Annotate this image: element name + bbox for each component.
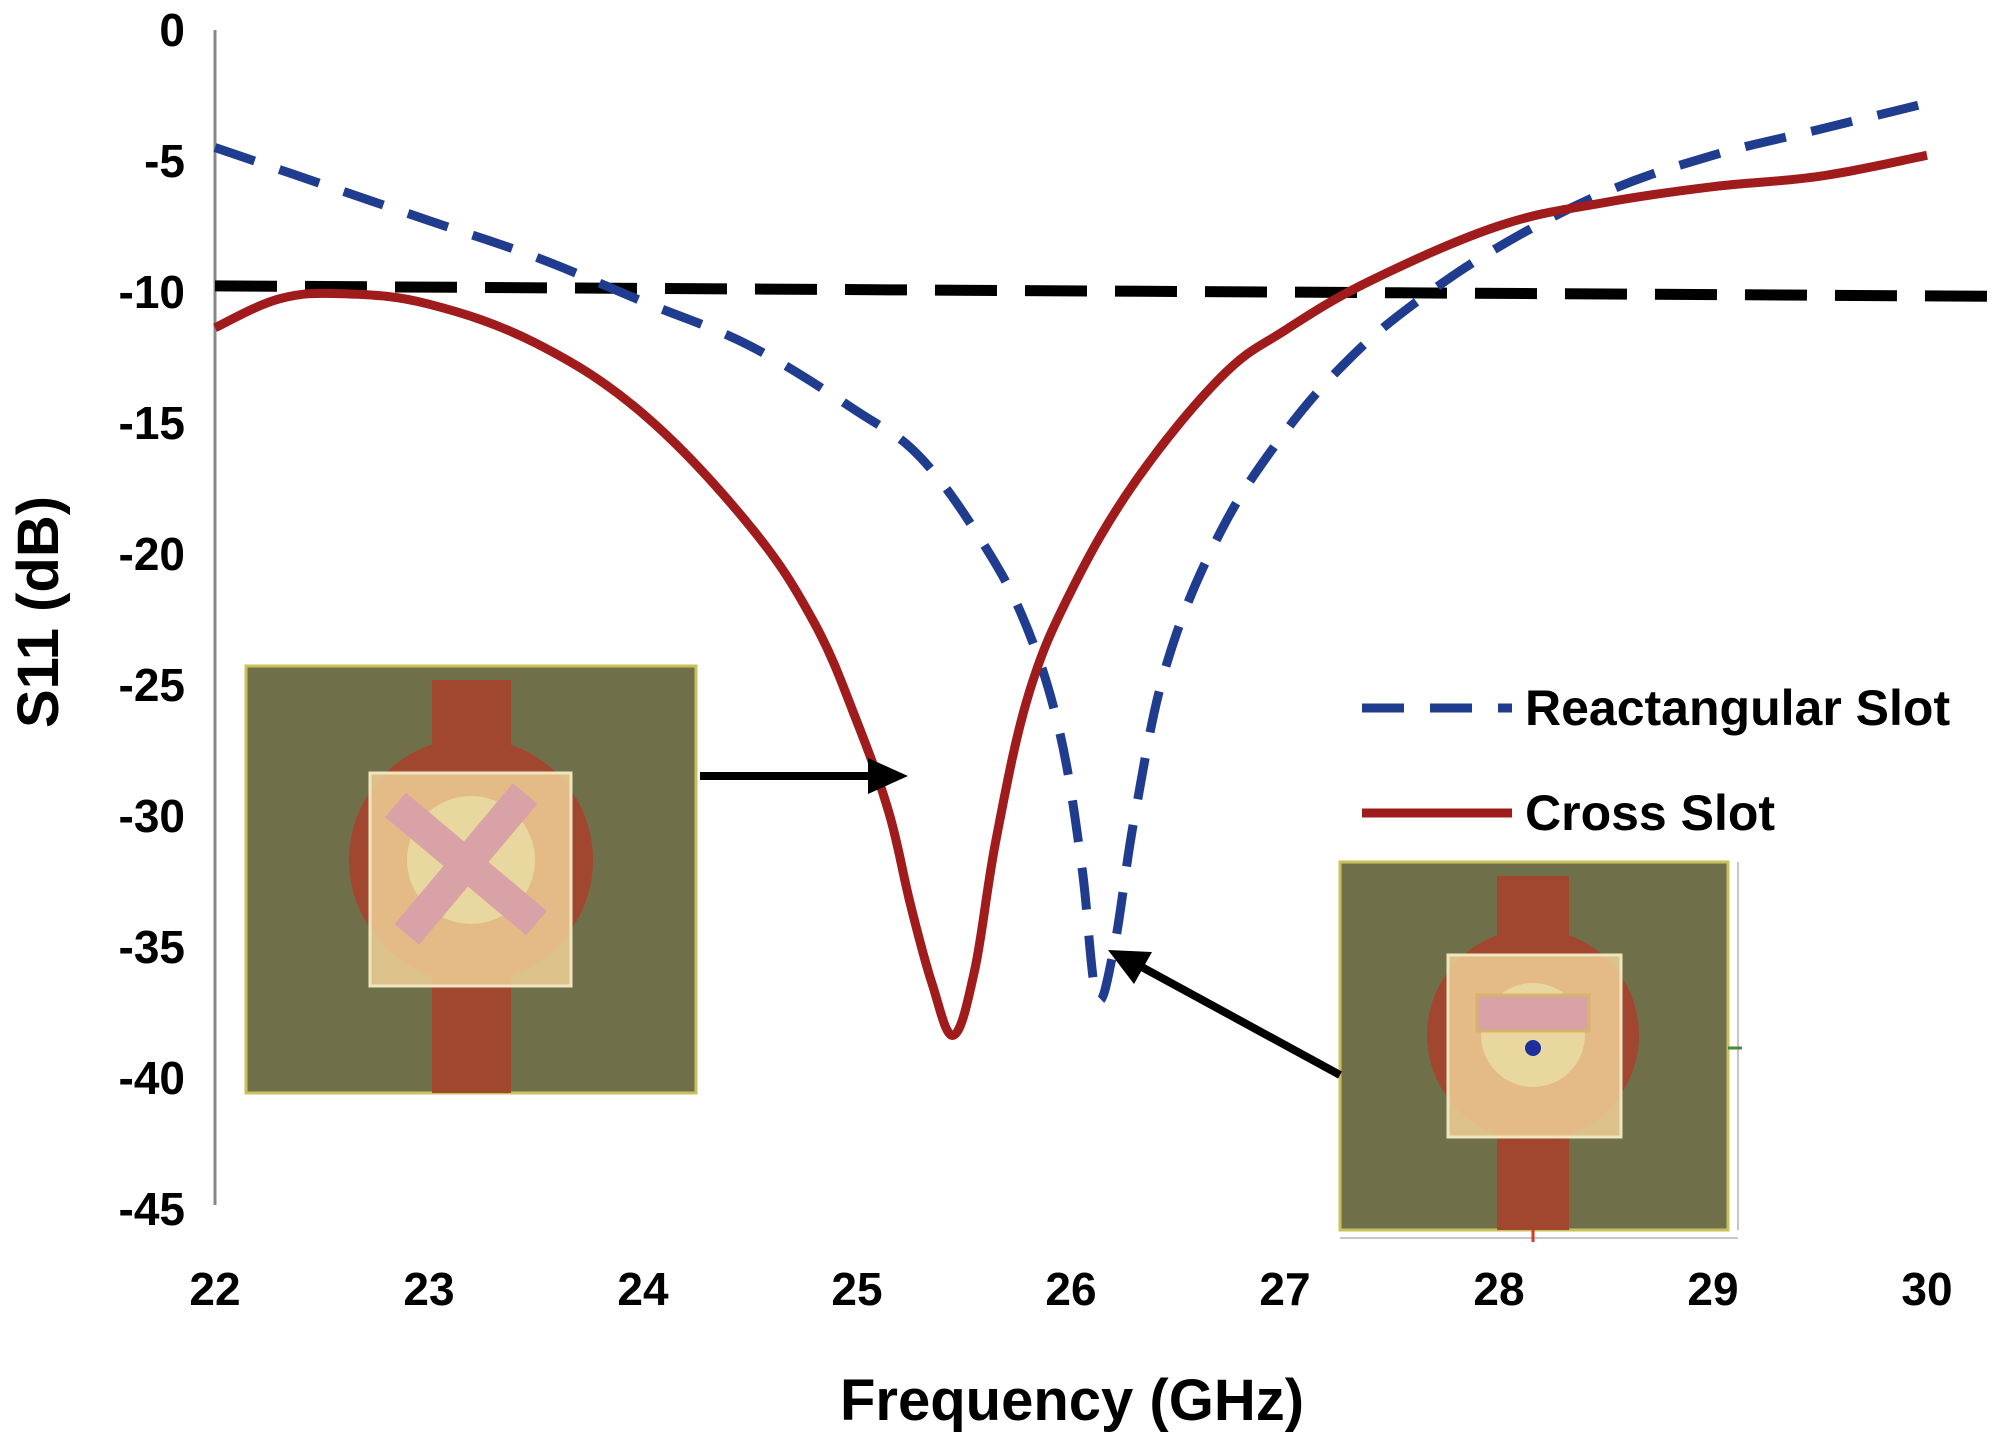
legend-label-cross-slot: Cross Slot: [1525, 785, 1775, 841]
series-line-rect-slot: [213, 98, 1929, 1005]
x-tick-label: 23: [403, 1263, 454, 1315]
y-tick-label: -25: [119, 659, 185, 711]
x-tick-label: 30: [1901, 1263, 1952, 1315]
y-axis-title: S11 (dB): [6, 496, 71, 728]
series-line-cross-slot: [213, 150, 1928, 1040]
y-tick-label: -5: [144, 135, 185, 187]
arrow-to-rect-curve: [1108, 950, 1342, 1079]
y-tick-label: -20: [119, 528, 185, 580]
reference-10db-line: [214, 280, 2008, 302]
rect-slot-antenna-inset: [1338, 860, 1742, 1242]
x-tick-label: 25: [831, 1263, 882, 1315]
x-tick-label: 28: [1473, 1263, 1524, 1315]
y-tick-label: -30: [119, 790, 185, 842]
x-tick-label: 29: [1687, 1263, 1738, 1315]
x-tick-label: 22: [189, 1263, 240, 1315]
cross-slot-shape: [385, 783, 547, 945]
legend-label-rect-slot: Reactangular Slot: [1525, 680, 1950, 736]
y-tick-labels: 0 -5 -10 -15 -20 -25 -30 -35 -40 -45: [119, 4, 185, 1235]
x-tick-label: 26: [1045, 1263, 1096, 1315]
x-tick-label: 24: [617, 1263, 669, 1315]
x-tick-label: 27: [1259, 1263, 1310, 1315]
rectangular-slot-shape: [1475, 993, 1591, 1033]
y-tick-label: 0: [159, 4, 185, 56]
y-tick-label: -10: [119, 266, 185, 318]
feed-point: [1525, 1040, 1541, 1056]
y-tick-label: -35: [119, 921, 185, 973]
y-tick-label: -45: [119, 1183, 185, 1235]
cross-slot-antenna-inset: [244, 664, 698, 1095]
x-tick-labels: 22 23 24 25 26 27 28 29 30: [189, 1263, 1952, 1315]
y-tick-label: -40: [119, 1052, 185, 1104]
y-tick-label: -15: [119, 397, 185, 449]
arrow-to-cross-curve: [700, 758, 908, 794]
x-axis-title: Frequency (GHz): [840, 1368, 1304, 1433]
legend: Reactangular Slot Cross Slot: [1362, 680, 1950, 841]
